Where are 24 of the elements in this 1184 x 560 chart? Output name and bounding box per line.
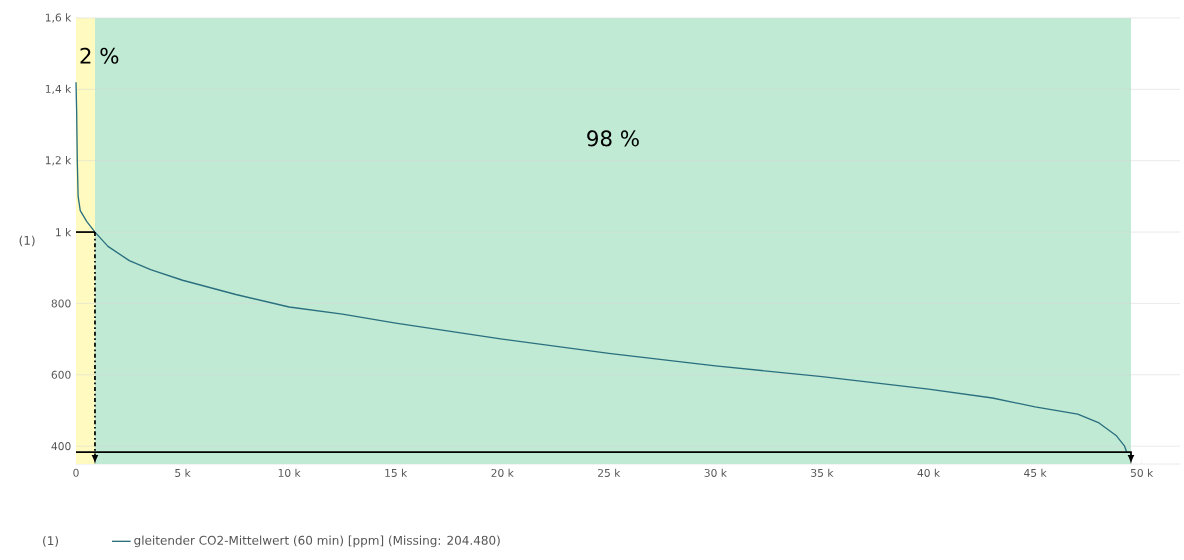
band-label: 2 % (80, 47, 119, 64)
x-tick-label: 40 k (917, 468, 941, 477)
x-tick-label: 10 k (278, 468, 301, 477)
x-tick-label: 15 k (385, 468, 408, 477)
x-tick-label: 20 k (491, 468, 514, 477)
x-tick-label: 30 k (704, 468, 727, 477)
legend-title: (1) (43, 535, 59, 547)
y-tick-label: 1,2 k (45, 156, 72, 166)
x-tick-label: 0 (73, 468, 79, 477)
y-tick-label: 400 (51, 442, 71, 451)
x-tick-label: 25 k (598, 468, 621, 477)
x-tick-label: 50 k (1130, 468, 1154, 477)
x-tick-label: 5 k (175, 468, 191, 477)
y-tick-label: 1,6 k (45, 13, 72, 23)
x-tick-label: 45 k (1024, 468, 1047, 477)
line-series (75, 81, 1128, 453)
y-tick-label: 800 (51, 299, 71, 308)
legend-label: gleitender CO2-Mittelwert (60 min) [ppm] (Missing: 204.480) (134, 535, 500, 548)
y-tick-label: 1 k (56, 228, 72, 237)
y-tick-label: 600 (51, 370, 71, 379)
y-tick-label: 1,4 k (45, 84, 72, 95)
band-label: 98 % (587, 130, 639, 147)
y-axis-title: (1) (19, 235, 35, 247)
x-tick-label: 35 k (811, 468, 834, 477)
